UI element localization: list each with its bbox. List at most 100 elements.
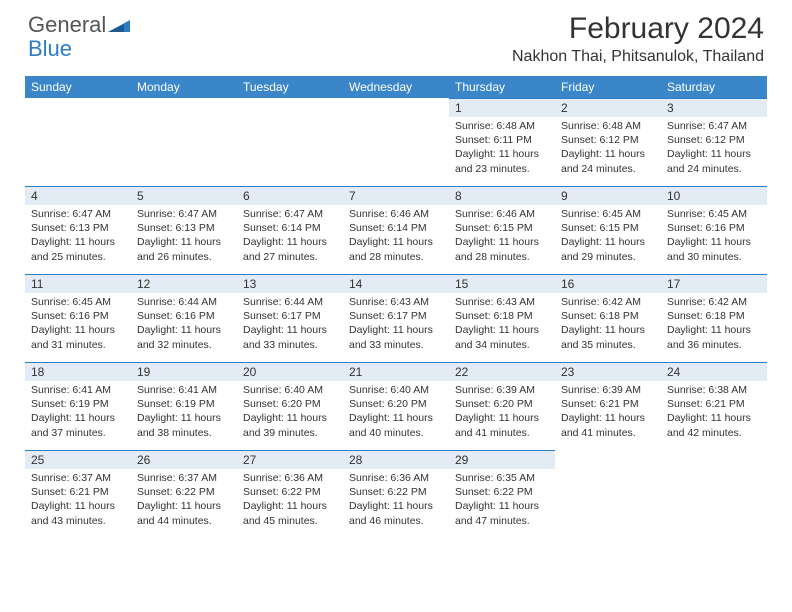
- location-text: Nakhon Thai, Phitsanulok, Thailand: [512, 48, 764, 66]
- day-details: Sunrise: 6:46 AMSunset: 6:15 PMDaylight:…: [449, 205, 555, 268]
- day-number: 28: [343, 450, 449, 469]
- calendar-day-cell: 22Sunrise: 6:39 AMSunset: 6:20 PMDayligh…: [449, 362, 555, 450]
- sunset-text: Sunset: 6:22 PM: [243, 485, 337, 499]
- sunrise-text: Sunrise: 6:46 AM: [349, 207, 443, 221]
- sunset-text: Sunset: 6:21 PM: [561, 397, 655, 411]
- day-number: 1: [449, 98, 555, 117]
- calendar-day-cell: 14Sunrise: 6:43 AMSunset: 6:17 PMDayligh…: [343, 274, 449, 362]
- day-number: 15: [449, 274, 555, 293]
- calendar-day-cell: 18Sunrise: 6:41 AMSunset: 6:19 PMDayligh…: [25, 362, 131, 450]
- day-details: Sunrise: 6:43 AMSunset: 6:18 PMDaylight:…: [449, 293, 555, 356]
- month-title: February 2024: [512, 12, 764, 46]
- calendar-day-cell: 8Sunrise: 6:46 AMSunset: 6:15 PMDaylight…: [449, 186, 555, 274]
- day-number: 20: [237, 362, 343, 381]
- day-number: 19: [131, 362, 237, 381]
- calendar-empty-cell: [343, 98, 449, 186]
- day-number: 18: [25, 362, 131, 381]
- sunrise-text: Sunrise: 6:42 AM: [561, 295, 655, 309]
- sunrise-text: Sunrise: 6:48 AM: [561, 119, 655, 133]
- calendar-day-cell: 11Sunrise: 6:45 AMSunset: 6:16 PMDayligh…: [25, 274, 131, 362]
- day-details: Sunrise: 6:47 AMSunset: 6:13 PMDaylight:…: [25, 205, 131, 268]
- day-details: Sunrise: 6:47 AMSunset: 6:13 PMDaylight:…: [131, 205, 237, 268]
- calendar-day-cell: 23Sunrise: 6:39 AMSunset: 6:21 PMDayligh…: [555, 362, 661, 450]
- day-details: Sunrise: 6:39 AMSunset: 6:20 PMDaylight:…: [449, 381, 555, 444]
- calendar-day-cell: 2Sunrise: 6:48 AMSunset: 6:12 PMDaylight…: [555, 98, 661, 186]
- daylight-text: Daylight: 11 hours and 44 minutes.: [137, 499, 231, 527]
- sunset-text: Sunset: 6:18 PM: [667, 309, 761, 323]
- sunset-text: Sunset: 6:13 PM: [137, 221, 231, 235]
- sunrise-text: Sunrise: 6:35 AM: [455, 471, 549, 485]
- calendar-day-cell: 10Sunrise: 6:45 AMSunset: 6:16 PMDayligh…: [661, 186, 767, 274]
- sunset-text: Sunset: 6:22 PM: [137, 485, 231, 499]
- sunrise-text: Sunrise: 6:40 AM: [349, 383, 443, 397]
- day-number: 2: [555, 98, 661, 117]
- calendar-day-cell: 3Sunrise: 6:47 AMSunset: 6:12 PMDaylight…: [661, 98, 767, 186]
- sunrise-text: Sunrise: 6:41 AM: [31, 383, 125, 397]
- day-number: 13: [237, 274, 343, 293]
- sunset-text: Sunset: 6:15 PM: [455, 221, 549, 235]
- sunset-text: Sunset: 6:13 PM: [31, 221, 125, 235]
- sunrise-text: Sunrise: 6:39 AM: [561, 383, 655, 397]
- sunset-text: Sunset: 6:19 PM: [137, 397, 231, 411]
- calendar-day-cell: 26Sunrise: 6:37 AMSunset: 6:22 PMDayligh…: [131, 450, 237, 538]
- calendar-day-cell: 5Sunrise: 6:47 AMSunset: 6:13 PMDaylight…: [131, 186, 237, 274]
- calendar-day-cell: 27 Sunrise: 6:36 AMSunset: 6:22 PMDayligh…: [237, 450, 343, 538]
- daylight-text: Daylight: 11 hours and 47 minutes.: [455, 499, 549, 527]
- day-number: 27: [237, 450, 343, 469]
- day-details: Sunrise: 6:38 AMSunset: 6:21 PMDaylight:…: [661, 381, 767, 444]
- sunrise-text: Sunrise: 6:45 AM: [561, 207, 655, 221]
- sunrise-text: Sunrise: 6:47 AM: [667, 119, 761, 133]
- daylight-text: Daylight: 11 hours and 26 minutes.: [137, 235, 231, 263]
- day-number: 5: [131, 186, 237, 205]
- day-details: Sunrise: 6:42 AMSunset: 6:18 PMDaylight:…: [555, 293, 661, 356]
- sunset-text: Sunset: 6:17 PM: [243, 309, 337, 323]
- day-number: 12: [131, 274, 237, 293]
- daylight-text: Daylight: 11 hours and 32 minutes.: [137, 323, 231, 351]
- calendar-empty-cell: [555, 450, 661, 538]
- day-number: 7: [343, 186, 449, 205]
- calendar-day-cell: 24Sunrise: 6:38 AMSunset: 6:21 PMDayligh…: [661, 362, 767, 450]
- day-number: 23: [555, 362, 661, 381]
- sunrise-text: Sunrise: 6:36 AM: [243, 471, 337, 485]
- daylight-text: Daylight: 11 hours and 46 minutes.: [349, 499, 443, 527]
- daylight-text: Daylight: 11 hours and 35 minutes.: [561, 323, 655, 351]
- daylight-text: Daylight: 11 hours and 34 minutes.: [455, 323, 549, 351]
- day-details: Sunrise: 6:36 AMSunset: 6:22 PMDaylight:…: [343, 469, 449, 532]
- calendar-day-cell: 17Sunrise: 6:42 AMSunset: 6:18 PMDayligh…: [661, 274, 767, 362]
- daylight-text: Daylight: 11 hours and 45 minutes.: [243, 499, 337, 527]
- day-details: Sunrise: 6:48 AMSunset: 6:11 PMDaylight:…: [449, 117, 555, 180]
- day-details: Sunrise: 6:46 AMSunset: 6:14 PMDaylight:…: [343, 205, 449, 268]
- calendar-day-cell: 13Sunrise: 6:44 AMSunset: 6:17 PMDayligh…: [237, 274, 343, 362]
- calendar-week-row: 1Sunrise: 6:48 AMSunset: 6:11 PMDaylight…: [25, 98, 767, 186]
- sunset-text: Sunset: 6:20 PM: [349, 397, 443, 411]
- logo-text-blue: Blue: [28, 36, 72, 62]
- calendar-header-row: SundayMondayTuesdayWednesdayThursdayFrid…: [25, 76, 767, 98]
- daylight-text: Daylight: 11 hours and 29 minutes.: [561, 235, 655, 263]
- sunset-text: Sunset: 6:16 PM: [667, 221, 761, 235]
- sunset-text: Sunset: 6:21 PM: [31, 485, 125, 499]
- daylight-text: Daylight: 11 hours and 39 minutes.: [243, 411, 337, 439]
- daylight-text: Daylight: 11 hours and 43 minutes.: [31, 499, 125, 527]
- calendar-day-cell: 19Sunrise: 6:41 AMSunset: 6:19 PMDayligh…: [131, 362, 237, 450]
- logo: General: [28, 12, 132, 38]
- sunrise-text: Sunrise: 6:45 AM: [31, 295, 125, 309]
- day-details: Sunrise: 6:41 AMSunset: 6:19 PMDaylight:…: [131, 381, 237, 444]
- day-number: 6: [237, 186, 343, 205]
- day-number: 9: [555, 186, 661, 205]
- calendar-empty-cell: [25, 98, 131, 186]
- day-number: 26: [131, 450, 237, 469]
- daylight-text: Daylight: 11 hours and 33 minutes.: [243, 323, 337, 351]
- daylight-text: Daylight: 11 hours and 38 minutes.: [137, 411, 231, 439]
- calendar-day-cell: 28Sunrise: 6:36 AMSunset: 6:22 PMDayligh…: [343, 450, 449, 538]
- sunrise-text: Sunrise: 6:37 AM: [31, 471, 125, 485]
- title-block: February 2024 Nakhon Thai, Phitsanulok, …: [512, 12, 764, 66]
- calendar-body: 1Sunrise: 6:48 AMSunset: 6:11 PMDaylight…: [25, 98, 767, 538]
- weekday-header: Wednesday: [343, 76, 449, 98]
- day-details: Sunrise: 6:40 AMSunset: 6:20 PMDaylight:…: [237, 381, 343, 444]
- sunrise-text: Sunrise: 6:39 AM: [455, 383, 549, 397]
- weekday-header: Thursday: [449, 76, 555, 98]
- calendar-day-cell: 16Sunrise: 6:42 AMSunset: 6:18 PMDayligh…: [555, 274, 661, 362]
- daylight-text: Daylight: 11 hours and 28 minutes.: [349, 235, 443, 263]
- daylight-text: Daylight: 11 hours and 33 minutes.: [349, 323, 443, 351]
- calendar-week-row: 4Sunrise: 6:47 AMSunset: 6:13 PMDaylight…: [25, 186, 767, 274]
